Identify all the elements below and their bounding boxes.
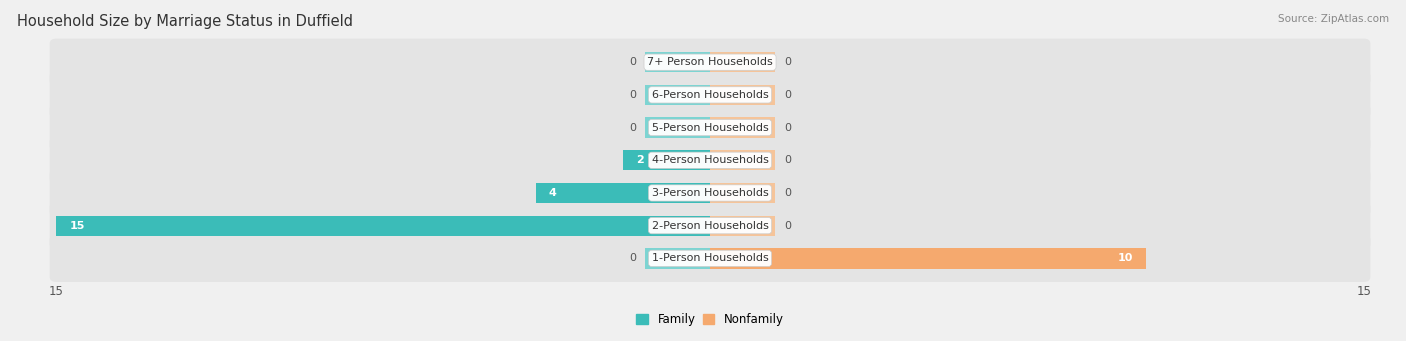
- Text: 0: 0: [628, 90, 636, 100]
- Text: Household Size by Marriage Status in Duffield: Household Size by Marriage Status in Duf…: [17, 14, 353, 29]
- FancyBboxPatch shape: [49, 202, 1371, 249]
- Text: 4-Person Households: 4-Person Households: [651, 155, 769, 165]
- Text: 5-Person Households: 5-Person Households: [651, 122, 769, 133]
- FancyBboxPatch shape: [49, 169, 1371, 217]
- Bar: [710, 248, 1146, 268]
- FancyBboxPatch shape: [49, 104, 1371, 151]
- Bar: [710, 183, 776, 203]
- Bar: [644, 52, 710, 72]
- Text: 0: 0: [628, 122, 636, 133]
- Bar: [710, 150, 776, 170]
- Text: 3-Person Households: 3-Person Households: [651, 188, 769, 198]
- Text: 7+ Person Households: 7+ Person Households: [647, 57, 773, 67]
- Text: 0: 0: [785, 221, 792, 231]
- FancyBboxPatch shape: [49, 71, 1371, 118]
- Text: 2: 2: [636, 155, 644, 165]
- Legend: Family, Nonfamily: Family, Nonfamily: [637, 313, 783, 326]
- Text: 10: 10: [1118, 253, 1133, 263]
- Text: Source: ZipAtlas.com: Source: ZipAtlas.com: [1278, 14, 1389, 24]
- Text: 1-Person Households: 1-Person Households: [651, 253, 769, 263]
- Text: 4: 4: [548, 188, 557, 198]
- Text: 0: 0: [785, 122, 792, 133]
- Text: 6-Person Households: 6-Person Households: [651, 90, 769, 100]
- Text: 15: 15: [69, 221, 84, 231]
- Bar: [644, 85, 710, 105]
- Bar: [536, 183, 710, 203]
- Bar: [623, 150, 710, 170]
- Bar: [56, 216, 710, 236]
- Text: 0: 0: [628, 253, 636, 263]
- Bar: [710, 52, 776, 72]
- Bar: [644, 117, 710, 138]
- Bar: [710, 117, 776, 138]
- Text: 2-Person Households: 2-Person Households: [651, 221, 769, 231]
- FancyBboxPatch shape: [49, 39, 1371, 86]
- Text: 0: 0: [785, 90, 792, 100]
- Text: 0: 0: [785, 155, 792, 165]
- Text: 0: 0: [628, 57, 636, 67]
- Bar: [710, 216, 776, 236]
- Text: 0: 0: [785, 188, 792, 198]
- Text: 0: 0: [785, 57, 792, 67]
- Bar: [644, 248, 710, 268]
- Bar: [710, 85, 776, 105]
- FancyBboxPatch shape: [49, 137, 1371, 184]
- FancyBboxPatch shape: [49, 235, 1371, 282]
